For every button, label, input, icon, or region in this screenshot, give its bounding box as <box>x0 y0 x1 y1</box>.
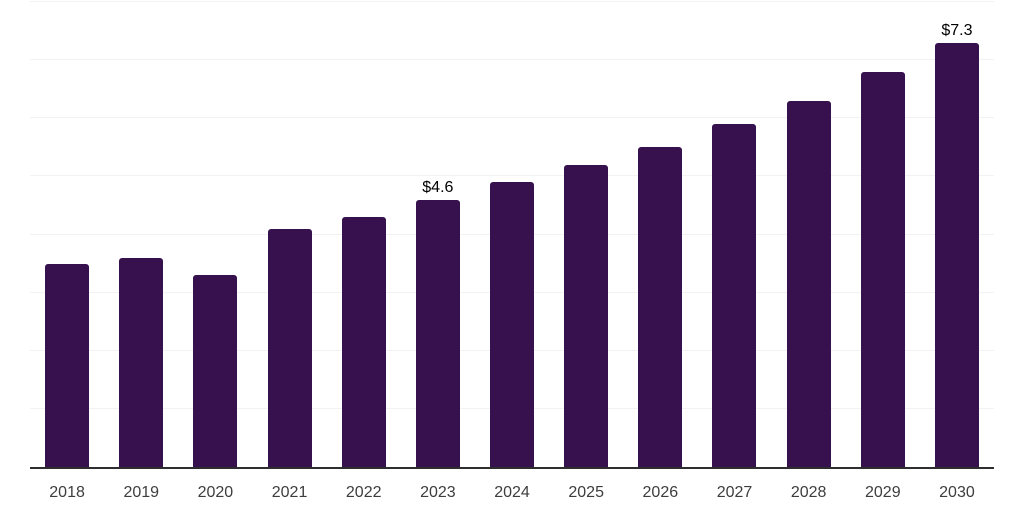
bar <box>934 42 979 467</box>
x-tick-label: 2025 <box>568 484 604 501</box>
x-tick-label: 2026 <box>642 484 679 501</box>
bar <box>490 182 535 467</box>
bar-value-label: $4.6 <box>422 178 454 196</box>
x-tick-label: 2021 <box>271 484 308 501</box>
bar-slot <box>475 0 549 467</box>
bar-slot: $7.3 <box>920 0 994 467</box>
bar-slot <box>30 0 104 467</box>
bar-slot <box>252 0 326 467</box>
x-tick-label: 2023 <box>420 484 456 501</box>
x-tick-label: 2028 <box>790 484 827 501</box>
bar <box>712 124 757 467</box>
x-tick-label: 2024 <box>494 484 530 501</box>
gridline <box>30 1 994 2</box>
x-tick-label: 2027 <box>716 484 753 501</box>
bar-slot <box>104 0 178 467</box>
bars-row: $4.6 $7.3 <box>30 0 994 467</box>
bar-value-label: $7.3 <box>941 21 973 39</box>
x-tick-label: 2029 <box>865 484 901 501</box>
bar-slot: $4.6 <box>401 0 475 467</box>
bar <box>638 147 683 467</box>
gridline <box>30 175 994 177</box>
bar <box>415 199 460 467</box>
x-tick-label: 2022 <box>345 484 382 501</box>
bar-slot <box>772 0 846 467</box>
x-tick-label: 2020 <box>197 484 234 501</box>
bar-slot <box>697 0 771 467</box>
bar <box>564 164 609 467</box>
bar-slot <box>623 0 697 467</box>
bar <box>786 100 831 467</box>
bar-slot <box>178 0 252 467</box>
bar-slot <box>327 0 401 467</box>
bar-slot <box>549 0 623 467</box>
x-tick-label: 2018 <box>49 484 85 501</box>
bar-slot <box>846 0 920 467</box>
bar <box>860 71 905 467</box>
bar <box>341 217 386 467</box>
bar <box>267 228 312 467</box>
gridline <box>30 59 994 61</box>
x-tick-label: 2019 <box>123 484 160 501</box>
bar <box>45 263 90 467</box>
gridline <box>30 117 994 119</box>
bar <box>193 275 238 467</box>
x-tick-label: 2030 <box>939 484 975 501</box>
x-axis-line <box>30 467 994 469</box>
x-axis-labels: 2018 2019 2020 2021 2022 2023 2024 2025 2026 2027… <box>30 483 994 502</box>
bar <box>119 257 164 467</box>
